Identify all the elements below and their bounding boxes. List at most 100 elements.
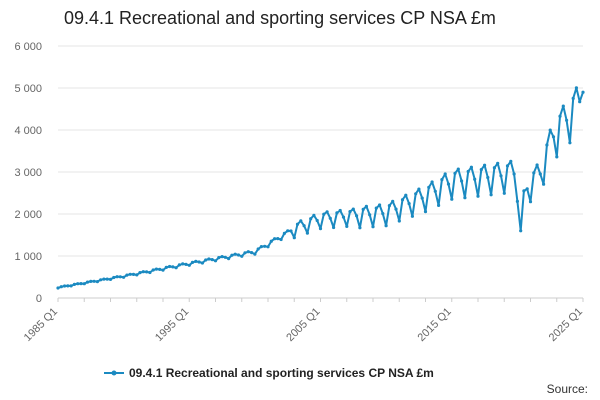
data-point — [63, 284, 67, 288]
data-point — [358, 226, 362, 230]
data-point — [551, 135, 556, 139]
data-point — [85, 280, 90, 284]
y-tick-label: 4 000 — [14, 125, 42, 137]
data-point — [414, 192, 418, 196]
data-point — [302, 224, 306, 228]
data-point — [250, 251, 254, 255]
data-point — [522, 189, 526, 193]
data-point — [197, 260, 201, 264]
gridlines — [58, 45, 583, 299]
data-point — [512, 172, 516, 176]
data-point — [423, 210, 428, 214]
data-point — [318, 227, 323, 231]
data-point — [112, 275, 116, 280]
data-point — [273, 237, 277, 241]
legend-label: 09.4.1 Recreational and sporting service… — [129, 366, 434, 380]
data-point — [492, 166, 496, 170]
data-point — [92, 279, 96, 283]
data-point — [276, 237, 280, 241]
data-point — [207, 257, 211, 261]
data-point — [489, 193, 493, 197]
data-point — [79, 282, 83, 286]
data-point — [505, 164, 510, 168]
data-point — [328, 216, 332, 220]
data-point — [476, 194, 480, 198]
data-point — [76, 282, 80, 286]
data-point — [151, 268, 155, 272]
data-point — [89, 279, 93, 283]
data-point — [213, 259, 218, 263]
data-point — [558, 114, 562, 118]
data-point — [148, 270, 152, 275]
y-tick-label: 0 — [36, 293, 42, 305]
data-point — [446, 182, 451, 186]
data-point — [118, 275, 122, 279]
data-point — [246, 250, 250, 254]
data-point — [181, 262, 185, 266]
y-tick-label: 3 000 — [14, 167, 42, 179]
data-point — [378, 203, 382, 207]
data-point — [545, 143, 549, 147]
data-point — [420, 196, 424, 200]
data-point — [295, 222, 300, 226]
data-point — [269, 239, 273, 243]
data-point — [259, 245, 263, 249]
data-point — [266, 245, 270, 249]
data-point — [460, 179, 464, 183]
data-point — [131, 272, 136, 276]
data-point — [227, 257, 231, 261]
data-point — [56, 286, 60, 290]
data-point — [128, 272, 132, 276]
data-point — [473, 177, 477, 181]
data-point — [341, 215, 346, 219]
data-point — [404, 193, 408, 197]
data-point — [174, 266, 178, 270]
data-point — [210, 258, 214, 262]
data-point — [240, 254, 244, 258]
data-point — [427, 185, 431, 189]
data-point — [332, 225, 336, 230]
legend[interactable]: 09.4.1 Recreational and sporting service… — [104, 366, 434, 380]
data-point — [456, 167, 460, 171]
data-point — [450, 197, 454, 201]
data-point — [200, 261, 204, 265]
chart-title: 09.4.1 Recreational and sporting service… — [64, 8, 496, 28]
data-point — [381, 212, 385, 216]
data-point — [578, 100, 582, 104]
data-point — [263, 244, 267, 248]
data-point — [256, 247, 260, 251]
data-point — [519, 229, 523, 233]
x-tick-label: 1995 Q1 — [153, 306, 191, 344]
data-point — [253, 252, 257, 256]
x-tick-label: 2005 Q1 — [284, 306, 322, 344]
data-point — [315, 218, 319, 223]
data-point — [568, 141, 572, 145]
legend-dot-marker — [111, 370, 117, 376]
data-point — [397, 219, 401, 223]
data-point — [135, 273, 139, 277]
y-tick-label: 1 000 — [14, 251, 42, 263]
data-point — [430, 180, 434, 184]
data-point — [279, 237, 283, 242]
data-point — [82, 282, 86, 286]
source-label: Source: — [546, 382, 588, 396]
data-point — [407, 202, 411, 206]
data-point — [417, 187, 421, 191]
data-point — [361, 207, 365, 211]
y-tick-label: 5 000 — [14, 83, 42, 95]
y-tick-label: 2 000 — [14, 209, 42, 221]
x-axis: 1985 Q1 1995 Q1 2005 Q1 2015 Q1 2025 Q1 — [22, 297, 585, 344]
data-point — [453, 171, 457, 175]
data-point — [581, 90, 585, 94]
data-point — [400, 198, 405, 202]
data-point — [289, 229, 293, 233]
data-point — [233, 252, 237, 256]
data-point — [66, 284, 70, 288]
data-point — [312, 213, 316, 217]
data-point — [440, 178, 444, 182]
data-point — [171, 265, 175, 269]
data-point — [345, 224, 349, 228]
data-point — [335, 211, 339, 215]
data-point — [374, 206, 378, 210]
data-point — [384, 224, 388, 228]
